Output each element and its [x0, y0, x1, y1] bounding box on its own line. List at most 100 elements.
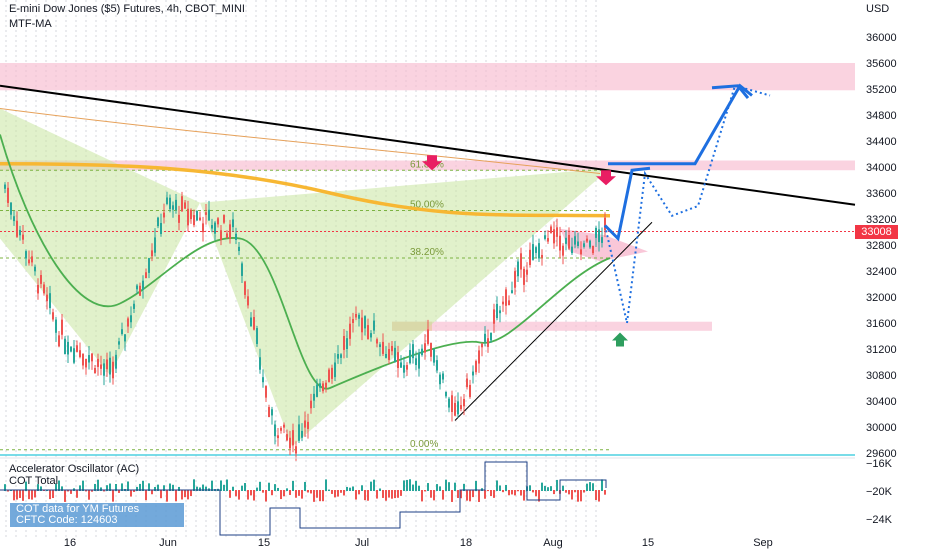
candle-body — [73, 348, 75, 363]
osc-bar — [232, 486, 234, 491]
osc-bar — [436, 484, 438, 491]
candle-body — [187, 208, 189, 226]
candle-body — [571, 246, 573, 254]
candle-body — [532, 244, 534, 260]
candle-body — [334, 362, 336, 378]
candle-body — [205, 212, 207, 215]
currency-label: USD — [866, 3, 890, 15]
osc-bar — [319, 490, 321, 502]
osc-bar — [358, 490, 360, 495]
candle-body — [568, 234, 570, 249]
osc-bar — [550, 486, 552, 491]
candle-body — [577, 241, 579, 247]
osc-bar — [256, 487, 258, 491]
osc-bar — [568, 490, 570, 495]
candle-body — [58, 335, 60, 347]
osc-bar — [604, 490, 606, 495]
osc-bar — [241, 485, 243, 491]
osc-bar — [250, 490, 252, 496]
osc-bar — [223, 484, 225, 491]
candle-body — [421, 348, 423, 355]
osc-bar — [589, 482, 591, 491]
candle-body — [70, 346, 72, 352]
osc-bar — [328, 489, 330, 491]
candle-body — [169, 197, 171, 210]
candle-body — [322, 383, 324, 392]
candle-body — [262, 377, 264, 383]
candle-body — [235, 233, 237, 240]
candle-body — [136, 285, 138, 290]
candle-body — [151, 250, 153, 257]
candle-body — [517, 261, 519, 277]
osc-bar — [592, 483, 594, 491]
candle-body — [283, 424, 285, 428]
osc-bar — [499, 485, 501, 491]
candle-body — [376, 339, 378, 344]
candle-body — [484, 333, 486, 342]
candle-body — [82, 353, 84, 366]
osc-bar — [103, 490, 105, 492]
osc-bar — [118, 490, 120, 493]
ma-fast-line — [0, 134, 611, 390]
osc-bar — [34, 490, 36, 498]
osc-bar — [19, 490, 21, 498]
candle-body — [154, 237, 156, 253]
osc-bar — [109, 483, 111, 491]
candle-body — [514, 271, 516, 288]
candle-body — [13, 216, 15, 222]
osc-bar — [145, 490, 147, 501]
candle-body — [199, 217, 201, 221]
osc-bar — [535, 490, 537, 497]
osc-bar — [562, 485, 564, 491]
osc-bar — [565, 490, 567, 493]
candle-body — [397, 352, 399, 369]
osc-bar — [388, 490, 390, 498]
oscillator-title: Accelerator Oscillator (AC) — [9, 463, 140, 475]
candle-body — [337, 353, 339, 359]
candle-body — [358, 314, 360, 319]
candle-body — [142, 280, 144, 290]
candle-body — [265, 386, 267, 398]
candle-body — [406, 365, 408, 370]
osc-bar — [403, 480, 405, 491]
osc-bar — [463, 483, 465, 491]
osc-bar — [556, 479, 558, 491]
candle-body — [508, 300, 510, 306]
osc-bar — [400, 490, 402, 496]
candle-body — [100, 364, 102, 369]
time-label-3: Jul — [355, 537, 369, 549]
candle-body — [118, 341, 120, 345]
osc-bar — [193, 479, 195, 491]
osc-bar — [64, 490, 66, 502]
osc-bar — [529, 485, 531, 491]
candle-body — [442, 373, 444, 380]
candle-body — [49, 293, 51, 309]
candle-body — [373, 320, 375, 331]
osc-bar — [508, 490, 510, 496]
osc-bar — [385, 490, 387, 501]
osc-bar — [70, 490, 72, 494]
osc-bar — [574, 490, 576, 493]
osc-bar — [496, 480, 498, 491]
osc-bar — [88, 490, 90, 500]
candle-body — [97, 358, 99, 367]
candle-body — [10, 202, 12, 215]
osc-bar — [25, 481, 27, 491]
osc-bar — [448, 482, 450, 491]
price-tick-11: 31600 — [866, 318, 897, 330]
price-tick-2: 35200 — [866, 84, 897, 96]
osc-bar — [337, 490, 339, 497]
candle-body — [184, 202, 186, 209]
candle-body — [565, 237, 567, 244]
time-label-7: Sep — [753, 537, 773, 549]
osc-bar — [472, 490, 474, 498]
osc-bar — [43, 490, 45, 492]
candle-body — [103, 363, 105, 376]
fib-label-1: 50.00% — [410, 200, 444, 211]
candle-body — [310, 400, 312, 409]
candle-body — [499, 310, 501, 314]
ma-long-line — [0, 108, 601, 174]
osc-bar — [352, 486, 354, 491]
